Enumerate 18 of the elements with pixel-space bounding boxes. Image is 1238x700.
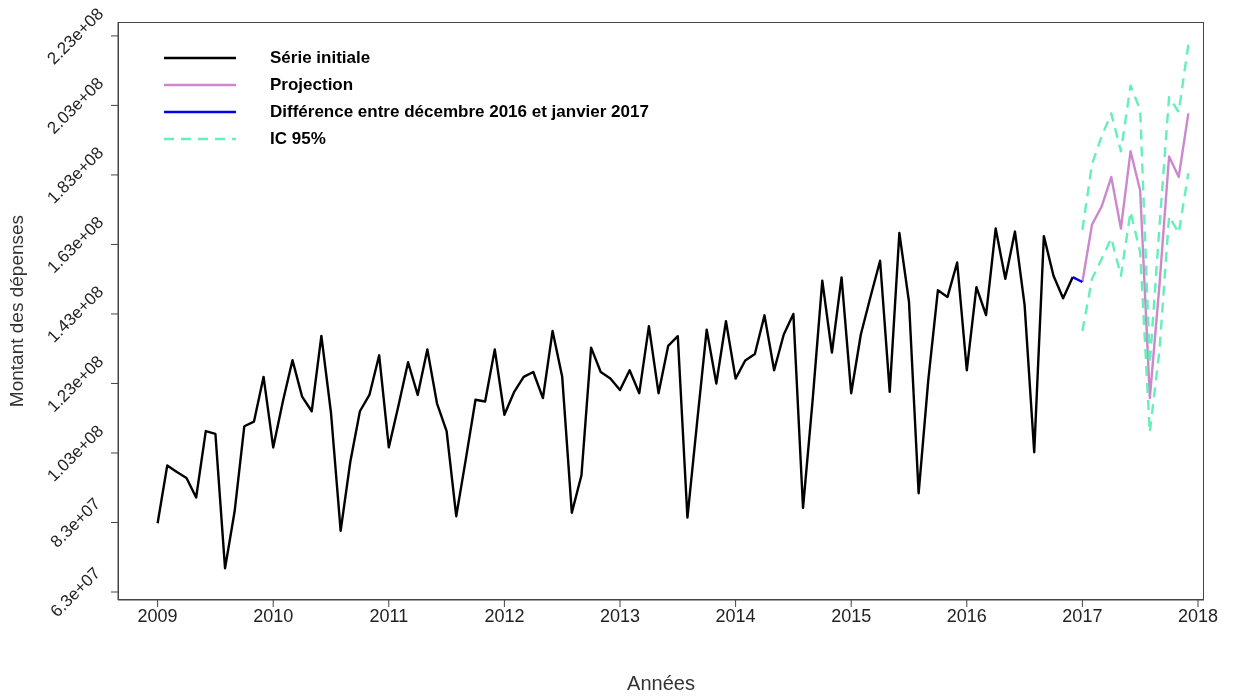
x-tick-label: 2017: [1062, 605, 1103, 626]
legend-label: IC 95%: [270, 128, 326, 149]
legend-label: Différence entre décembre 2016 et janvier 2017: [270, 101, 649, 122]
legend-label: Série initiale: [270, 47, 371, 68]
x-tick-label: 2010: [253, 605, 294, 626]
legend-label: Projection: [270, 74, 354, 95]
x-tick-label: 2011: [369, 605, 409, 626]
x-tick-label: 2013: [599, 605, 641, 626]
x-tick-label: 2012: [484, 605, 525, 626]
x-tick-label: 2018: [1177, 605, 1219, 626]
x-tick-label: 2014: [715, 605, 756, 626]
y-axis-title: Montant des dépenses: [5, 214, 27, 408]
x-tick-label: 2009: [137, 605, 178, 626]
x-tick-label: 2015: [831, 605, 872, 626]
x-axis-title: Années: [627, 672, 695, 694]
x-tick-label: 2016: [946, 605, 987, 626]
line-series: [1081, 112, 1190, 400]
line-series: [156, 227, 1074, 570]
